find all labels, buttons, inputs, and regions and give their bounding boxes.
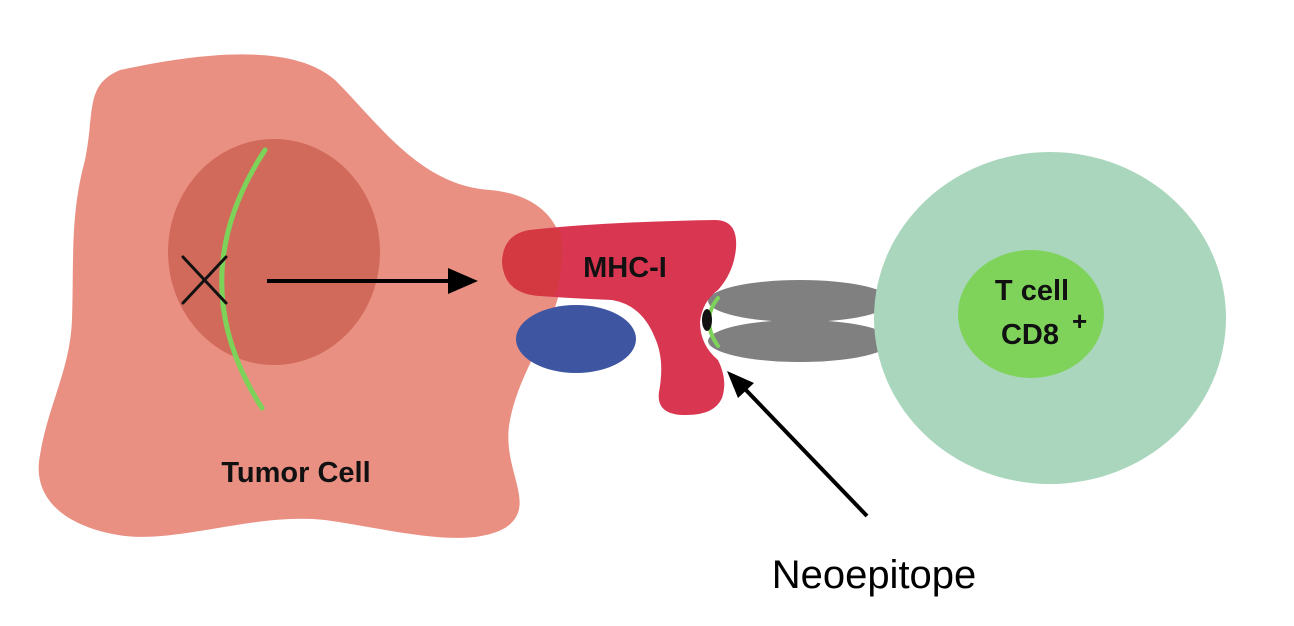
mhc-label: MHC-I — [583, 252, 667, 284]
mhc-overlap — [502, 228, 563, 296]
t-cell-nucleus — [958, 250, 1104, 378]
tcr-upper — [708, 280, 892, 322]
x-mark-icon — [181, 255, 228, 305]
cd8-superscript: + — [1072, 306, 1087, 336]
neoepitope-tip — [702, 309, 712, 331]
presentation-arrow — [267, 268, 478, 294]
tcell-label: T cell — [995, 275, 1069, 307]
beta2m-domain — [516, 305, 636, 373]
tcr-lower — [708, 320, 892, 362]
neoepitope-label: Neoepitope — [772, 553, 977, 597]
cd8-label: CD8 — [1001, 319, 1059, 351]
tumor-nucleus — [168, 139, 380, 365]
dna-strand — [219, 147, 268, 411]
tumor-cell-label: Tumor Cell — [221, 457, 370, 489]
neoepitope-arrow — [727, 371, 869, 518]
